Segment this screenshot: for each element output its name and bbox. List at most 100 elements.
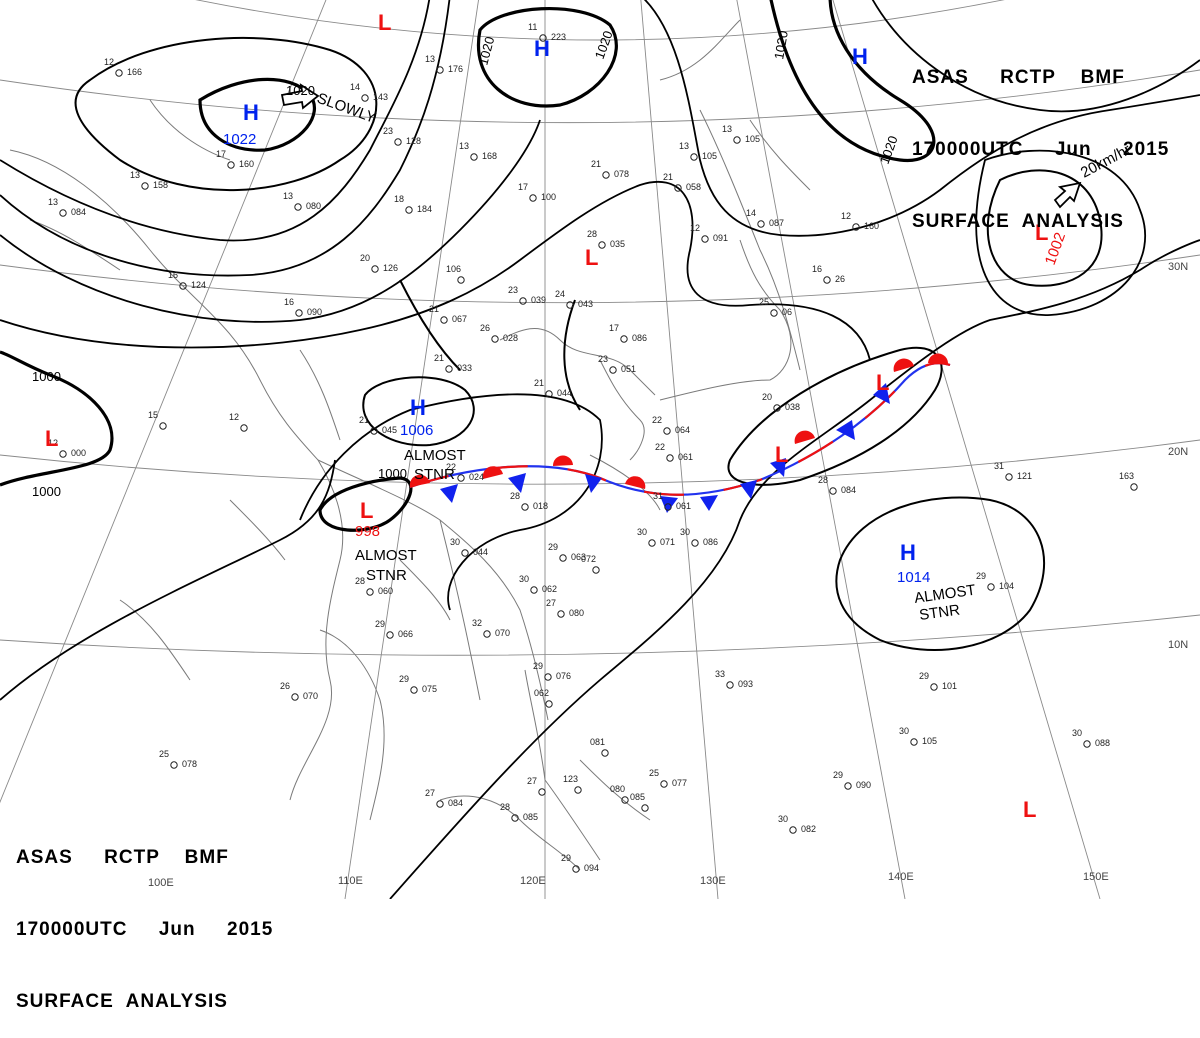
- grid-label: 140E: [888, 871, 914, 883]
- station-report: 21 045: [359, 415, 397, 435]
- svg-text:29: 29: [399, 674, 409, 684]
- slowly-arrow-icon: [280, 83, 320, 110]
- svg-text:070: 070: [495, 628, 510, 638]
- svg-text:27: 27: [527, 776, 537, 786]
- station-report: 16 090: [284, 297, 322, 317]
- high-center-label: H: [410, 395, 426, 420]
- svg-text:14: 14: [746, 208, 756, 218]
- svg-text:094: 094: [584, 863, 599, 873]
- header-line-1: ASAS RCTP BMF: [16, 847, 229, 868]
- svg-text:163: 163: [1119, 471, 1134, 481]
- svg-text:123: 123: [563, 774, 578, 784]
- svg-text:24: 24: [555, 289, 565, 299]
- svg-text:15: 15: [148, 410, 158, 420]
- svg-text:058: 058: [686, 182, 701, 192]
- svg-text:066: 066: [398, 629, 413, 639]
- svg-text:33: 33: [715, 669, 725, 679]
- station-report: 11 223: [528, 22, 566, 42]
- svg-text:105: 105: [702, 151, 717, 161]
- station-report: 080: [610, 784, 629, 804]
- station-report: 21 067: [429, 304, 467, 324]
- station-report: 23 039: [508, 285, 546, 305]
- high-pressure-value: 1014: [897, 569, 930, 586]
- station-report: 062: [534, 688, 553, 708]
- svg-text:044: 044: [473, 547, 488, 557]
- station-report: 17 100: [518, 182, 556, 202]
- svg-text:13: 13: [425, 54, 435, 64]
- svg-text:28: 28: [500, 802, 510, 812]
- station-report: 23 128: [383, 126, 421, 146]
- svg-text:080: 080: [306, 201, 321, 211]
- svg-text:13: 13: [459, 141, 469, 151]
- svg-text:088: 088: [1095, 738, 1110, 748]
- low-center-label: L: [45, 426, 58, 451]
- svg-text:075: 075: [422, 684, 437, 694]
- station-report: 31 061: [653, 491, 691, 511]
- svg-text:087: 087: [769, 218, 784, 228]
- station-report: 23 051: [598, 354, 636, 374]
- surface-analysis-map: 100E 110E 120E 130E 140E 150E 30N 20N 10…: [0, 0, 1200, 899]
- isobar-labels: 1020 1020 1020 1020 1020 1000 1000 1000: [32, 29, 901, 499]
- svg-text:31: 31: [653, 491, 663, 501]
- svg-text:091: 091: [713, 233, 728, 243]
- station-report: 29 090: [833, 770, 871, 790]
- svg-text:076: 076: [556, 671, 571, 681]
- svg-text:21: 21: [534, 378, 544, 388]
- svg-text:12: 12: [48, 438, 58, 448]
- svg-text:100: 100: [541, 192, 556, 202]
- station-report: 30 105: [899, 726, 937, 746]
- svg-text:039: 039: [531, 295, 546, 305]
- station-report: 15: [148, 410, 167, 430]
- svg-text:16: 16: [168, 270, 178, 280]
- motion-arrows: [280, 83, 1082, 209]
- header-line-3: SURFACE ANALYSIS: [16, 991, 228, 1012]
- svg-text:27: 27: [546, 598, 556, 608]
- header-line-2: 170000UTC Jun 2015: [16, 919, 274, 940]
- station-report: 106: [446, 264, 465, 284]
- station-report: 29 104: [976, 571, 1014, 591]
- svg-text:25: 25: [759, 297, 769, 307]
- svg-text:30: 30: [519, 574, 529, 584]
- svg-text:30: 30: [450, 537, 460, 547]
- svg-text:082: 082: [801, 824, 816, 834]
- station-report: 30 086: [680, 527, 718, 547]
- svg-text:081: 081: [590, 737, 605, 747]
- isobar-label: 1020: [771, 29, 791, 60]
- station-report: 20 038: [762, 392, 800, 412]
- svg-text:105: 105: [745, 134, 760, 144]
- svg-text:062: 062: [542, 584, 557, 594]
- station-report: 30 071: [637, 527, 675, 547]
- station-report: 27 084: [425, 788, 463, 808]
- svg-text:061: 061: [678, 452, 693, 462]
- svg-text:13: 13: [130, 170, 140, 180]
- svg-text:18: 18: [394, 194, 404, 204]
- svg-text:23: 23: [508, 285, 518, 295]
- svg-text:17: 17: [609, 323, 619, 333]
- station-report: 13 158: [130, 170, 168, 190]
- grid-label: 30N: [1168, 261, 1188, 273]
- svg-text:21: 21: [591, 159, 601, 169]
- svg-text:084: 084: [71, 207, 86, 217]
- svg-text:13: 13: [679, 141, 689, 151]
- svg-text:30: 30: [637, 527, 647, 537]
- svg-text:16: 16: [284, 297, 294, 307]
- chart-header-bottom: ASAS RCTP BMF 170000UTC Jun 2015 SURFACE…: [16, 798, 273, 1038]
- svg-text:105: 105: [922, 736, 937, 746]
- svg-text:078: 078: [182, 759, 197, 769]
- svg-text:070: 070: [303, 691, 318, 701]
- svg-text:061: 061: [676, 501, 691, 511]
- station-report: 28 035: [587, 229, 625, 249]
- svg-text:160: 160: [239, 159, 254, 169]
- chart-header-top: ASAS RCTP BMF 170000UTC Jun 2015 SURFACE…: [912, 18, 1169, 258]
- svg-text:29: 29: [561, 853, 571, 863]
- low-center-label: L: [378, 10, 391, 35]
- station-report: 17 086: [609, 323, 647, 343]
- stationary-note: STNR: [414, 466, 455, 483]
- svg-text:13: 13: [48, 197, 58, 207]
- svg-text:13: 13: [722, 124, 732, 134]
- svg-text:14: 14: [350, 82, 360, 92]
- svg-text:21: 21: [429, 304, 439, 314]
- svg-text:30: 30: [680, 527, 690, 537]
- svg-text:22: 22: [655, 442, 665, 452]
